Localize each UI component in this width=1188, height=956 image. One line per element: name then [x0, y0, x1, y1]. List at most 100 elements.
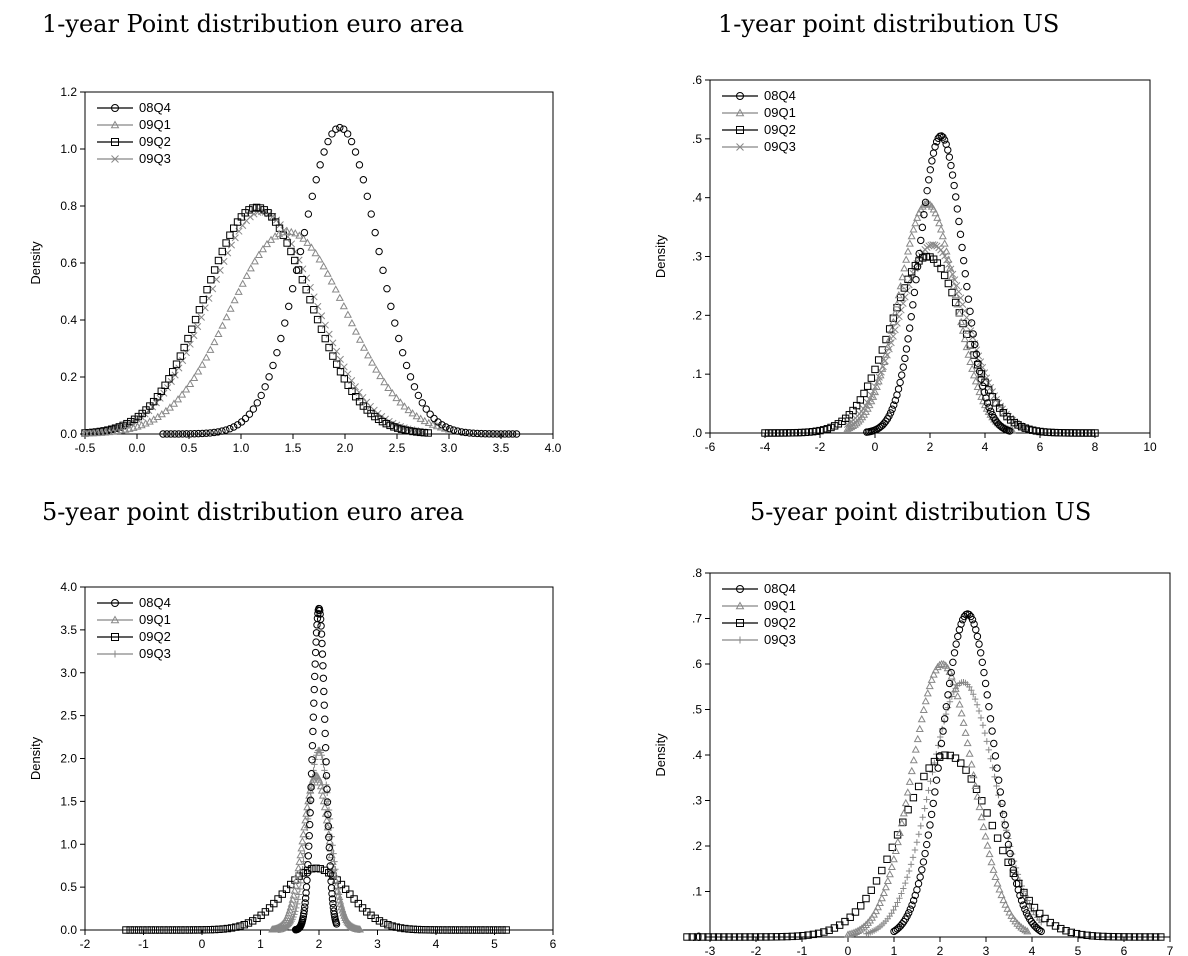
- data-point: [311, 648, 320, 657]
- legend-marker: [736, 585, 744, 593]
- data-point: [825, 926, 833, 934]
- data-point: [995, 885, 1004, 893]
- data-point: [894, 899, 901, 906]
- data-point: [301, 899, 309, 907]
- data-point: [914, 782, 923, 791]
- data-point: [313, 752, 320, 759]
- data-point: [249, 917, 257, 925]
- legend-marker: [736, 619, 744, 627]
- data-point: [176, 352, 185, 360]
- data-point: [861, 920, 870, 928]
- data-point: [168, 926, 177, 934]
- data-point: [414, 391, 423, 400]
- data-point: [883, 855, 891, 863]
- data-point: [296, 247, 305, 256]
- data-point: [481, 430, 489, 438]
- data-point: [900, 885, 907, 892]
- data-point: [923, 840, 931, 849]
- data-point: [291, 229, 300, 237]
- data-point: [314, 775, 324, 783]
- data-point: [292, 908, 299, 915]
- data-point: [310, 699, 318, 707]
- data-point: [949, 658, 957, 667]
- data-point: [338, 906, 347, 914]
- data-point: [901, 293, 909, 301]
- x-tick-label: 0: [872, 440, 879, 454]
- x-tick-label: 4.0: [545, 441, 562, 455]
- data-point: [371, 412, 379, 421]
- data-point: [301, 903, 309, 911]
- legend-label: 09Q3: [764, 139, 796, 154]
- data-point: [329, 864, 338, 872]
- data-point: [937, 733, 944, 741]
- data-point: [892, 300, 902, 308]
- data-point: [979, 822, 988, 831]
- data-point: [952, 640, 960, 648]
- data-point: [464, 926, 472, 934]
- data-point: [306, 283, 314, 291]
- data-point: [316, 781, 325, 790]
- data-point: [1005, 908, 1014, 916]
- data-point: [318, 312, 326, 320]
- data-point: [925, 681, 934, 690]
- data-point: [321, 321, 329, 329]
- data-point: [292, 266, 301, 275]
- data-point: [318, 650, 327, 658]
- data-point: [809, 930, 818, 939]
- data-point: [911, 745, 920, 753]
- data-point: [404, 405, 413, 414]
- data-point: [1001, 900, 1010, 908]
- data-point: [1057, 924, 1065, 933]
- series-09Q3: [274, 746, 364, 933]
- data-point: [978, 658, 987, 667]
- data-point: [898, 272, 907, 281]
- data-point: [735, 933, 744, 941]
- legend-label: 09Q3: [139, 151, 171, 166]
- data-point: [340, 125, 348, 133]
- data-point: [896, 378, 904, 387]
- data-point: [998, 799, 1006, 808]
- data-point: [1003, 831, 1011, 839]
- data-point: [986, 407, 995, 415]
- data-point: [321, 767, 328, 774]
- data-point: [954, 632, 962, 641]
- data-point: [877, 893, 886, 902]
- y-axis-label: Density: [653, 733, 668, 777]
- data-point: [933, 213, 942, 221]
- data-point: [983, 399, 992, 407]
- data-point: [804, 931, 812, 939]
- data-point: [311, 672, 319, 681]
- data-point: [971, 340, 979, 349]
- legend-marker: [111, 104, 119, 112]
- x-tick-label: -3: [705, 944, 716, 956]
- legend-label: 09Q2: [764, 122, 796, 137]
- data-point: [963, 282, 971, 291]
- data-point: [981, 832, 990, 840]
- data-point: [303, 238, 312, 246]
- legend-marker: [736, 126, 744, 134]
- data-point: [387, 302, 395, 311]
- data-point: [332, 125, 340, 133]
- data-point: [1083, 931, 1091, 939]
- data-point: [845, 423, 854, 432]
- data-point: [869, 392, 878, 400]
- data-point: [991, 872, 1000, 880]
- data-point: [252, 203, 261, 212]
- data-point: [851, 908, 860, 916]
- x-tick-label: -1: [797, 944, 808, 956]
- data-point: [725, 933, 733, 941]
- data-point: [412, 411, 421, 420]
- x-tick-label: 0: [845, 944, 852, 956]
- y-tick-label: .6: [692, 657, 702, 671]
- y-tick-label: .5: [692, 703, 702, 717]
- data-point: [97, 428, 106, 436]
- data-point: [199, 296, 207, 304]
- data-point: [169, 368, 177, 376]
- data-point: [206, 429, 214, 437]
- data-point: [1021, 925, 1030, 934]
- data-point: [318, 639, 326, 648]
- data-point: [1025, 896, 1033, 905]
- data-point: [156, 394, 164, 402]
- data-point: [190, 373, 199, 381]
- data-point: [364, 351, 373, 359]
